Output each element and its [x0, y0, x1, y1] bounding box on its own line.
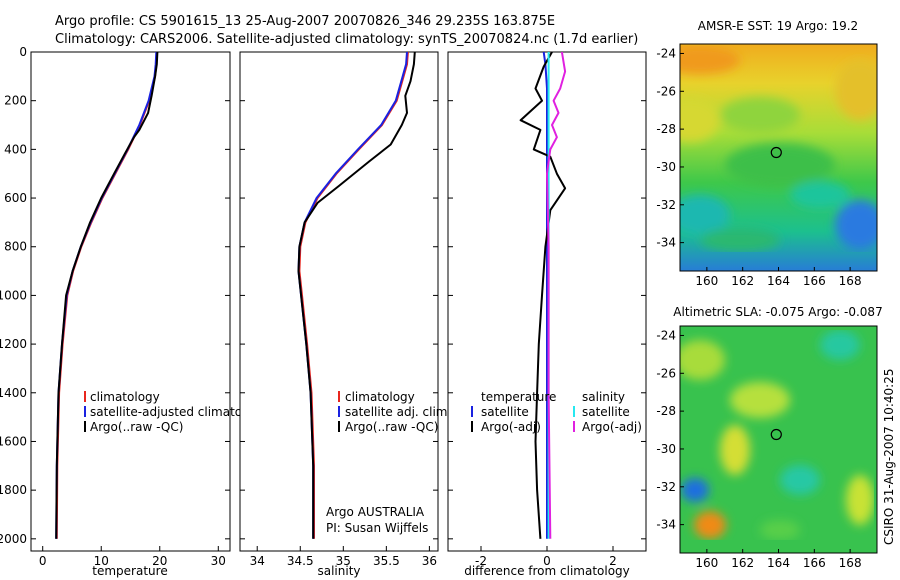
- legend-swatch-argo: [84, 421, 86, 432]
- latitude-tick-label: -28: [656, 122, 676, 136]
- depth-tick-label: 200: [4, 94, 27, 108]
- longitude-tick-label: 164: [767, 556, 790, 570]
- latitude-tick-label: -30: [656, 160, 676, 174]
- latitude-tick-label: -26: [656, 84, 676, 98]
- latitude-tick-label: -30: [656, 442, 676, 456]
- legend-label-argo-temperature: Argo(-adj): [481, 420, 541, 434]
- depth-tick-label: 400: [4, 142, 27, 156]
- x-tick-label: 36: [422, 554, 437, 568]
- latitude-tick-label: -26: [656, 366, 676, 380]
- legend-label-argo-salinity: Argo(-adj): [582, 420, 642, 434]
- principal-investigator-label: PI: Susan Wijffels: [326, 521, 428, 535]
- latitude-tick-label: -28: [656, 404, 676, 418]
- legend-label-argo: Argo(..raw -QC): [90, 420, 183, 434]
- depth-tick-label: 1600: [0, 434, 27, 448]
- depth-tick-label: 1200: [0, 337, 27, 351]
- legend-heading-temperature: temperature: [481, 390, 556, 404]
- legend-label-satellite: satellite-adjusted climatology: [90, 405, 268, 419]
- difference-axis-label: difference from climatology: [464, 564, 630, 578]
- longitude-tick-label: 162: [731, 274, 754, 288]
- latitude-tick-label: -24: [656, 328, 676, 342]
- longitude-tick-label: 160: [695, 556, 718, 570]
- legend-swatch-argo-temperature: [471, 421, 473, 432]
- temperature-plot-frame: [30, 51, 231, 552]
- x-tick-label: 2: [609, 554, 617, 568]
- longitude-tick-label: 166: [803, 556, 826, 570]
- longitude-tick-label: 164: [767, 274, 790, 288]
- longitude-tick-label: 162: [731, 556, 754, 570]
- depth-tick-label: 1000: [0, 288, 27, 302]
- x-tick-label: 35: [336, 554, 351, 568]
- salinity-panel: 34 34.5 35 35.5 36 salinity climatology sate…: [239, 51, 451, 578]
- legend-label-argo: Argo(..raw -QC): [345, 420, 438, 434]
- figure-title-line1: Argo profile: CS 5901615_13 25-Aug-2007 …: [55, 14, 555, 29]
- salinity-legend: climatology satellite adj. clim. Argo(..…: [338, 390, 451, 434]
- legend-swatch-satellite-salinity: [573, 406, 575, 417]
- latitude-tick-label: -34: [656, 236, 676, 250]
- legend-swatch-satellite: [84, 406, 86, 417]
- x-tick-label: 30: [211, 554, 226, 568]
- sst-heatmap-field: [680, 44, 877, 271]
- x-tick-label: 35.5: [373, 554, 400, 568]
- sst-float-location-marker: [770, 146, 782, 159]
- x-tick-label: 20: [152, 554, 167, 568]
- legend-swatch-argo: [338, 421, 340, 432]
- x-tick-label: 34.5: [287, 554, 314, 568]
- legend-swatch-satellite-temperature: [471, 406, 473, 417]
- sst-map-title: AMSR-E SST: 19 Argo: 19.2: [698, 19, 858, 33]
- series-line-argo-adj-: [546, 52, 567, 539]
- depth-tick-label: 1800: [0, 483, 27, 497]
- x-tick-label: 34: [250, 554, 265, 568]
- salinity-axis-label: salinity: [317, 564, 360, 578]
- x-tick-label: -2: [475, 554, 487, 568]
- legend-label-satellite-temperature: satellite: [481, 405, 529, 419]
- series-line-argo-raw-qc-: [297, 52, 416, 539]
- longitude-tick-label: 160: [695, 274, 718, 288]
- temperature-panel: 0 10 20 30 0 200 400 600 800 1000 1200 1400 1600 1800…: [0, 45, 268, 578]
- depth-tick-label: 1400: [0, 386, 27, 400]
- difference-legend: temperature satellite Argo(-adj) salinit…: [471, 390, 642, 434]
- legend-label-climatology: climatology: [345, 390, 415, 404]
- legend-heading-salinity: salinity: [582, 390, 625, 404]
- legend-label-satellite-salinity: satellite: [582, 405, 630, 419]
- depth-tick-label: 800: [4, 240, 27, 254]
- depth-tick-label: 600: [4, 191, 27, 205]
- depth-tick-label: 0: [19, 45, 27, 59]
- longitude-tick-label: 168: [839, 556, 862, 570]
- legend-label-climatology: climatology: [90, 390, 160, 404]
- series-line-argo-adj-: [519, 52, 567, 539]
- salinity-plot-frame: [239, 51, 439, 552]
- legend-label-satellite: satellite adj. clim.: [345, 405, 451, 419]
- longitude-tick-label: 166: [803, 274, 826, 288]
- legend-swatch-satellite: [338, 406, 340, 417]
- temperature-axis-label: temperature: [92, 564, 167, 578]
- sla-float-location-marker: [770, 428, 782, 441]
- latitude-tick-label: -24: [656, 46, 676, 60]
- latitude-tick-label: -32: [656, 198, 676, 212]
- longitude-tick-label: 168: [839, 274, 862, 288]
- x-tick-label: 0: [39, 554, 47, 568]
- x-tick-label: 0: [543, 554, 551, 568]
- difference-panel: -2 0 2 difference from climatology tempera…: [447, 51, 647, 578]
- sla-map-panel: Altimetric SLA: -0.075 Argo: -0.087 160 1…: [656, 305, 882, 570]
- figure-title-line2: Climatology: CARS2006. Satellite-adjuste…: [55, 32, 638, 47]
- latitude-tick-label: -34: [656, 518, 676, 532]
- legend-swatch-argo-salinity: [573, 421, 575, 432]
- x-tick-label: 10: [94, 554, 109, 568]
- legend-swatch-climatology: [338, 391, 340, 402]
- argo-program-label: Argo AUSTRALIA: [326, 505, 425, 519]
- legend-swatch-climatology: [84, 391, 86, 402]
- sst-map-panel: AMSR-E SST: 19 Argo: 19.2 160 162 164 166 16…: [656, 19, 878, 288]
- depth-tick-label: 2000: [0, 532, 27, 546]
- temperature-legend: climatology satellite-adjusted climatolo…: [84, 390, 268, 434]
- sla-map-title: Altimetric SLA: -0.075 Argo: -0.087: [673, 305, 882, 319]
- credit-timestamp: CSIRO 31-Aug-2007 10:40:25: [882, 369, 896, 545]
- series-line-argo-raw-qc-: [55, 52, 159, 539]
- latitude-tick-label: -32: [656, 480, 676, 494]
